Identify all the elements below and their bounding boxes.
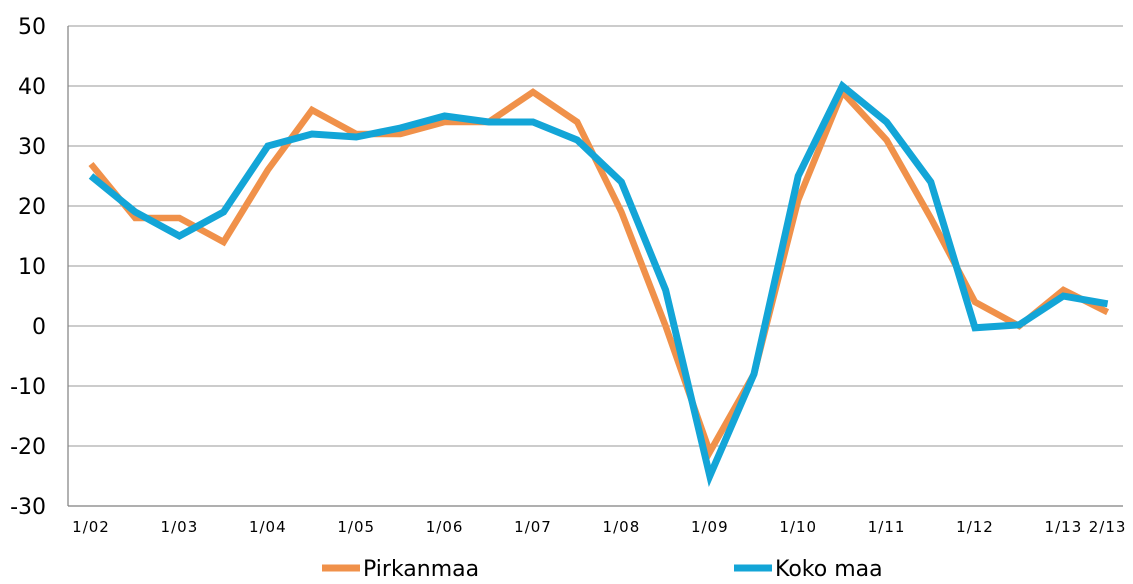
x-tick-label: 1/09	[691, 518, 729, 536]
legend: Pirkanmaa Koko maa	[322, 557, 883, 582]
series-line-pirkanmaa	[88, 86, 1110, 460]
y-tick-label: 0	[32, 315, 46, 340]
y-tick-label: 30	[18, 135, 46, 160]
series-line-koko-maa	[88, 80, 1109, 488]
x-tick-label: 1/02	[72, 518, 110, 536]
x-tick-label: 1/10	[779, 518, 817, 536]
x-tick-label: 1/05	[337, 518, 375, 536]
x-tick-label: 1/13	[1045, 518, 1083, 536]
legend-label: Koko maa	[775, 557, 883, 579]
gridlines	[68, 25, 1123, 507]
legend-label: Pirkanmaa	[363, 557, 479, 579]
y-tick-label: -30	[10, 495, 46, 520]
x-axis-tick-labels: 1/02 1/03 1/04 1/05 1/06 1/07 1/08 1/09 1/10 1/11…	[72, 518, 1127, 536]
y-axis-tick-labels: 50 40 30 20 10 0 -10 -20 -30	[10, 15, 46, 520]
y-tick-label: 40	[18, 75, 46, 100]
x-tick-label: 1/08	[603, 518, 641, 536]
x-tick-label: 2/13	[1089, 518, 1127, 536]
x-tick-label: 1/11	[868, 518, 906, 536]
y-tick-label: 10	[18, 255, 46, 280]
x-tick-label: 1/03	[161, 518, 199, 536]
y-tick-label: -10	[10, 375, 46, 400]
axes	[67, 26, 1123, 507]
series-lines	[88, 80, 1110, 488]
y-tick-label: 20	[18, 195, 46, 220]
x-tick-label: 1/12	[956, 518, 994, 536]
y-tick-label: 50	[18, 15, 46, 40]
x-tick-label: 1/06	[426, 518, 464, 536]
x-tick-label: 1/04	[249, 518, 287, 536]
x-tick-label: 1/07	[514, 518, 552, 536]
y-tick-label: -20	[10, 435, 46, 460]
